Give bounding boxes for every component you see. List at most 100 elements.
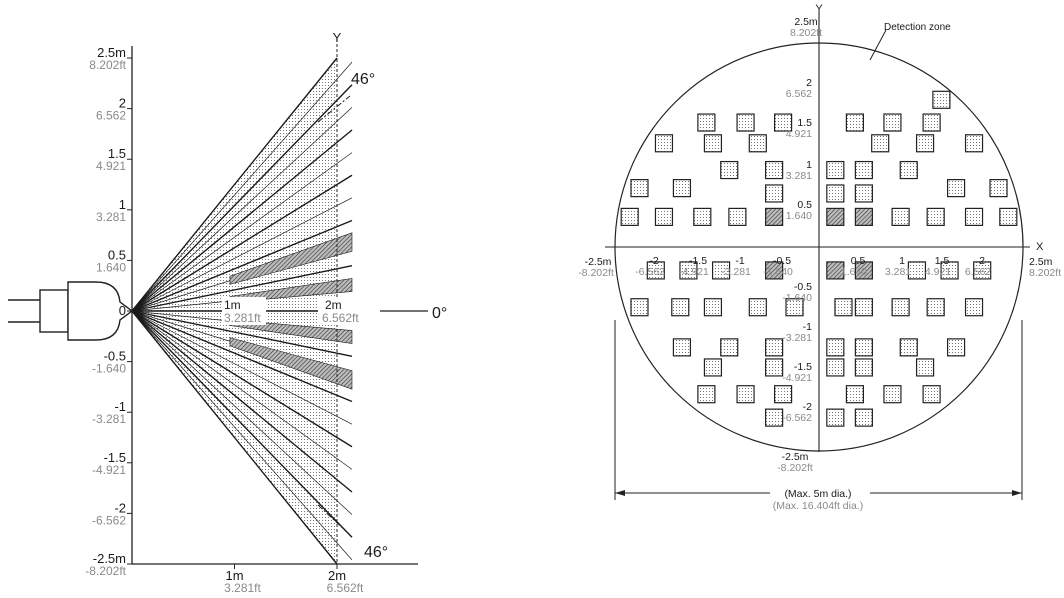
side-y-tick-label-ft: -8.202ft xyxy=(85,564,126,578)
detection-zone-square xyxy=(630,298,649,317)
side-x-tick-label: 2m xyxy=(328,568,346,583)
top-x-tick-label-ft: 1.640 xyxy=(841,266,867,278)
beam-line xyxy=(131,310,353,357)
top-x-tick-label-ft: 3.281 xyxy=(885,266,911,278)
top-y-tick-label: 2 xyxy=(806,77,812,89)
detection-zone-square xyxy=(940,261,959,280)
beam-line xyxy=(131,310,353,493)
top-x-tick-label-ft: -6.562 xyxy=(635,266,665,278)
top-y-bottom-m: -2.5m xyxy=(782,451,809,463)
diameter-arrow-left xyxy=(615,490,625,496)
detection-zone-square xyxy=(679,261,698,280)
detection-zone-square xyxy=(672,338,692,357)
detection-zone-label: Detection zone xyxy=(884,22,951,33)
beam-line xyxy=(131,107,353,312)
top-x-tick-label: 1 xyxy=(899,255,905,267)
detection-zone-square xyxy=(748,134,767,153)
side-y-tick-label: 0.5 xyxy=(108,247,126,262)
top-y-tick-label-ft: -3.281 xyxy=(782,332,812,344)
top-y-top-m: 2.5m xyxy=(794,16,818,28)
detection-zone-square xyxy=(883,113,902,132)
detection-zone-square xyxy=(854,160,873,180)
detection-zone-square xyxy=(926,207,945,226)
detection-zone-square xyxy=(845,385,865,404)
angle-center-label: 0° xyxy=(432,305,447,322)
beam-line xyxy=(131,265,353,312)
detection-zone-square xyxy=(748,298,767,317)
side-x-ticks: 1m3.281ft 2m6.562ft xyxy=(224,564,364,595)
top-x-tick-label: -2 xyxy=(649,255,658,267)
detection-zone-square xyxy=(932,90,951,109)
side-view-diagram: Y 2.5m8.202ft 26.562 1.54.921 13.281 0.51.64… xyxy=(8,30,447,595)
detection-zone-square xyxy=(703,358,723,377)
detection-zone-square xyxy=(785,298,804,317)
top-y-tick-label: 1 xyxy=(806,159,812,171)
side-y-tick-label: -2 xyxy=(114,500,126,515)
side-y-tick-label: -0.5 xyxy=(104,349,126,364)
detection-zone-square xyxy=(773,113,793,132)
detection-zone-square xyxy=(765,261,784,280)
top-x-tick-label-ft: -3.281 xyxy=(721,266,751,278)
beam-line xyxy=(131,152,353,312)
top-y-tick-label-ft: 3.281 xyxy=(786,170,812,182)
beam-line xyxy=(131,57,338,312)
detection-zone-square xyxy=(899,160,918,180)
top-x-tick-label: -0.5 xyxy=(773,255,791,267)
inner-label-1m-ft: 3.281ft xyxy=(224,311,261,325)
detection-zone-square xyxy=(826,184,845,203)
detection-zone-square xyxy=(845,113,865,132)
side-y-tick-label-ft: -1.640 xyxy=(92,362,126,376)
side-y-tick-label-ft: -3.281 xyxy=(92,412,126,426)
detection-zone-square xyxy=(964,298,984,317)
detection-zone-square xyxy=(926,298,945,317)
top-x-tick-label: 0.5 xyxy=(851,255,866,267)
top-y-tick-label-ft: 6.562 xyxy=(786,88,812,100)
detection-zone-square xyxy=(765,358,784,377)
detection-zone-square xyxy=(826,408,845,427)
inner-label-1m-bg xyxy=(222,297,266,325)
top-y-tick-label: 0.5 xyxy=(797,199,812,211)
top-x-left-m: -2.5m xyxy=(585,256,612,268)
detection-zone-square xyxy=(630,179,649,198)
detection-zone-square xyxy=(915,358,935,377)
detection-zone-square xyxy=(964,207,984,226)
side-y-tick-label-ft: 6.562 xyxy=(96,109,126,123)
top-x-tick-label-ft: 4.921 xyxy=(925,266,951,278)
detection-zone-square xyxy=(899,338,918,357)
beam-line xyxy=(131,174,353,312)
angle-top-label: 46° xyxy=(351,71,375,88)
detection-zone-square xyxy=(646,261,665,280)
top-y-tick-label: -1.5 xyxy=(794,361,812,373)
detection-zone-square xyxy=(765,338,784,357)
beam-line xyxy=(131,310,353,561)
detection-zone-leader xyxy=(869,29,887,61)
detection-zone-square xyxy=(854,207,873,226)
detection-zone-square xyxy=(854,261,873,280)
detection-zone-square xyxy=(736,385,755,404)
angle-top-leader xyxy=(317,95,351,123)
diameter-label-ft: (Max. 16.404ft dia.) xyxy=(773,500,863,512)
detection-zone-square xyxy=(826,358,845,377)
beam-hatched-band xyxy=(229,232,353,285)
beam-line xyxy=(131,84,353,312)
inner-label-2m: 2m xyxy=(325,298,342,312)
top-x-axis-title: X xyxy=(1036,241,1044,253)
top-y-tick-label: -0.5 xyxy=(794,281,812,293)
detection-zone-square xyxy=(891,298,910,317)
side-y-ticks: 2.5m8.202ft 26.562 1.54.921 13.281 0.51.640 0… xyxy=(85,45,132,578)
top-x-tick-label: -1.5 xyxy=(689,255,707,267)
detection-zone-square xyxy=(736,113,755,132)
top-y-bottom-ft: -8.202ft xyxy=(777,462,813,474)
detection-zone-square xyxy=(946,338,966,357)
top-x-tick-label: -1 xyxy=(735,255,744,267)
beam-hatched-band xyxy=(229,337,353,390)
angle-bottom-label: 46° xyxy=(364,544,388,561)
detection-zone-square xyxy=(989,179,1008,198)
side-y-tick-label: 2 xyxy=(119,96,126,111)
top-x-tick-label: 2 xyxy=(979,255,985,267)
top-y-tick-label: 1.5 xyxy=(797,117,812,129)
detection-zone-square xyxy=(946,179,966,198)
top-x-left-ft: -8.202ft xyxy=(578,267,614,279)
detection-zone-square xyxy=(765,207,784,226)
detection-zone-square xyxy=(826,160,845,180)
